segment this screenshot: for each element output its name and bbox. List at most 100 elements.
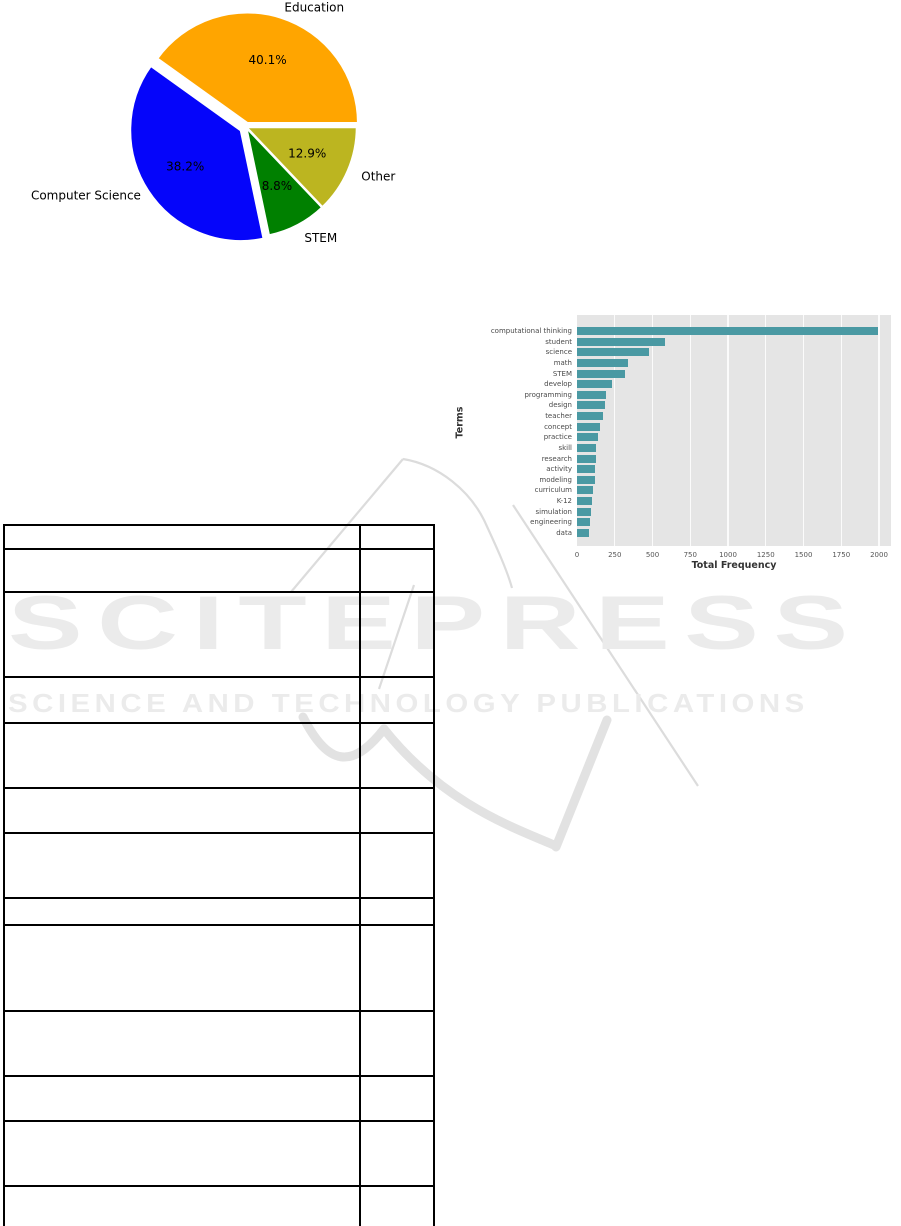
gridline-2000 <box>878 315 880 546</box>
term-label-research: research <box>541 454 572 463</box>
bar-engineering <box>577 518 590 527</box>
pie-svg: 40.1% Education 38.2% Computer Science 8.8% S… <box>31 1 395 245</box>
gridline-1000 <box>727 315 729 546</box>
pie-pct-other: 12.9% <box>288 146 326 160</box>
table-cell <box>359 897 435 926</box>
bar-row: modeling <box>539 475 891 484</box>
bar-curriculum <box>577 486 593 495</box>
table-cell <box>359 548 435 593</box>
term-label-curriculum: curriculum <box>534 486 572 495</box>
bar-row: engineering <box>530 518 891 527</box>
term-label-modeling: modeling <box>539 475 572 484</box>
gridline-1250 <box>765 315 767 546</box>
table-cell <box>3 524 361 550</box>
term-label-simulation: simulation <box>535 507 573 516</box>
term-label-programming: programming <box>524 390 572 399</box>
table-row <box>3 897 435 926</box>
empty-table <box>3 524 435 1226</box>
bar-math <box>577 358 628 367</box>
bar-practice <box>577 433 599 442</box>
bar-student <box>577 337 665 346</box>
table-row <box>3 1120 435 1187</box>
table-cell <box>359 1010 435 1077</box>
term-label-develop: develop <box>544 380 572 389</box>
bar-teacher <box>577 412 604 421</box>
term-label-activity: activity <box>546 465 572 474</box>
bar-design <box>577 401 605 410</box>
term-label-skill: skill <box>558 443 572 452</box>
bar-skill <box>577 443 597 452</box>
bar-activity <box>577 465 596 474</box>
bar-k-12 <box>577 497 592 506</box>
x-tick-1500: 1500 <box>794 551 813 559</box>
bar-row: science <box>546 348 891 357</box>
bar-programming <box>577 390 606 399</box>
gridline-500 <box>651 315 654 546</box>
term-label-stem: STEM <box>552 369 572 378</box>
table-row <box>3 787 435 834</box>
y-axis-title: Terms <box>454 406 466 439</box>
table-cell <box>3 591 361 678</box>
term-label-k-12: K-12 <box>556 497 572 506</box>
pie-label-education: Education <box>284 1 344 15</box>
table-cell <box>3 1010 361 1077</box>
gridline-750 <box>689 315 691 546</box>
bar-data <box>577 528 589 537</box>
table-cell <box>3 787 361 834</box>
term-label-teacher: teacher <box>545 412 572 421</box>
term-label-design: design <box>548 401 572 410</box>
pie-label-computer-science: Computer Science <box>31 189 141 203</box>
bar-science <box>577 348 649 357</box>
pie-label-stem: STEM <box>304 231 337 245</box>
x-tick-1000: 1000 <box>719 551 737 559</box>
table-row <box>3 722 435 789</box>
table-row <box>3 524 435 550</box>
table-cell <box>3 676 361 724</box>
table-cell <box>359 1185 435 1226</box>
x-axis-title: Total Frequency <box>691 560 777 571</box>
bar-row: student <box>545 337 891 346</box>
table-cell <box>3 548 361 593</box>
table-cell <box>3 722 361 789</box>
term-label-concept: concept <box>544 422 572 431</box>
gridline-250 <box>614 315 616 546</box>
table-cell <box>359 787 435 834</box>
plot-panel: computational thinking student science math… <box>491 315 891 546</box>
bar-row: data <box>556 528 891 537</box>
bar-row: programming <box>524 390 891 399</box>
bar-row: K-12 <box>557 497 891 506</box>
term-frequency-bar-chart: Terms computational thinking student scien… <box>450 305 901 583</box>
pie-pct-computer-science: 38.2% <box>166 160 204 174</box>
term-label-engineering: engineering <box>530 518 572 527</box>
bar-row: practice <box>544 433 891 442</box>
bar-row: teacher <box>545 412 891 421</box>
bar-concept <box>577 422 600 431</box>
table-cell <box>3 1185 361 1226</box>
table-row <box>3 1185 435 1226</box>
pie-slice-education <box>155 10 360 125</box>
bar-computational-thinking <box>577 327 879 335</box>
table-cell <box>359 832 435 899</box>
term-label-practice: practice <box>543 433 572 442</box>
x-tick-0: 0 <box>574 551 580 559</box>
table-cell <box>359 924 435 1012</box>
table-cell <box>3 1120 361 1187</box>
bar-row: curriculum <box>535 486 891 495</box>
table-row <box>3 832 435 899</box>
table-cell <box>359 1075 435 1122</box>
bar-research <box>577 454 596 463</box>
term-label-math: math <box>553 358 572 367</box>
bar-stem <box>577 369 626 378</box>
x-tick-1250: 1250 <box>756 551 775 559</box>
pie-pct-stem: 8.8% <box>262 179 293 193</box>
pie-slice-computer-science <box>128 64 266 243</box>
pie-slice-other <box>244 125 359 209</box>
bar-row: develop <box>544 380 891 389</box>
table-cell <box>359 676 435 724</box>
pie-pct-education: 40.1% <box>249 53 287 67</box>
bar-row: simulation <box>536 507 891 516</box>
bar-simulation <box>577 507 591 516</box>
x-tick-250: 250 <box>608 551 622 559</box>
gridline-1750 <box>840 315 842 546</box>
x-tick-1750: 1750 <box>832 551 851 559</box>
